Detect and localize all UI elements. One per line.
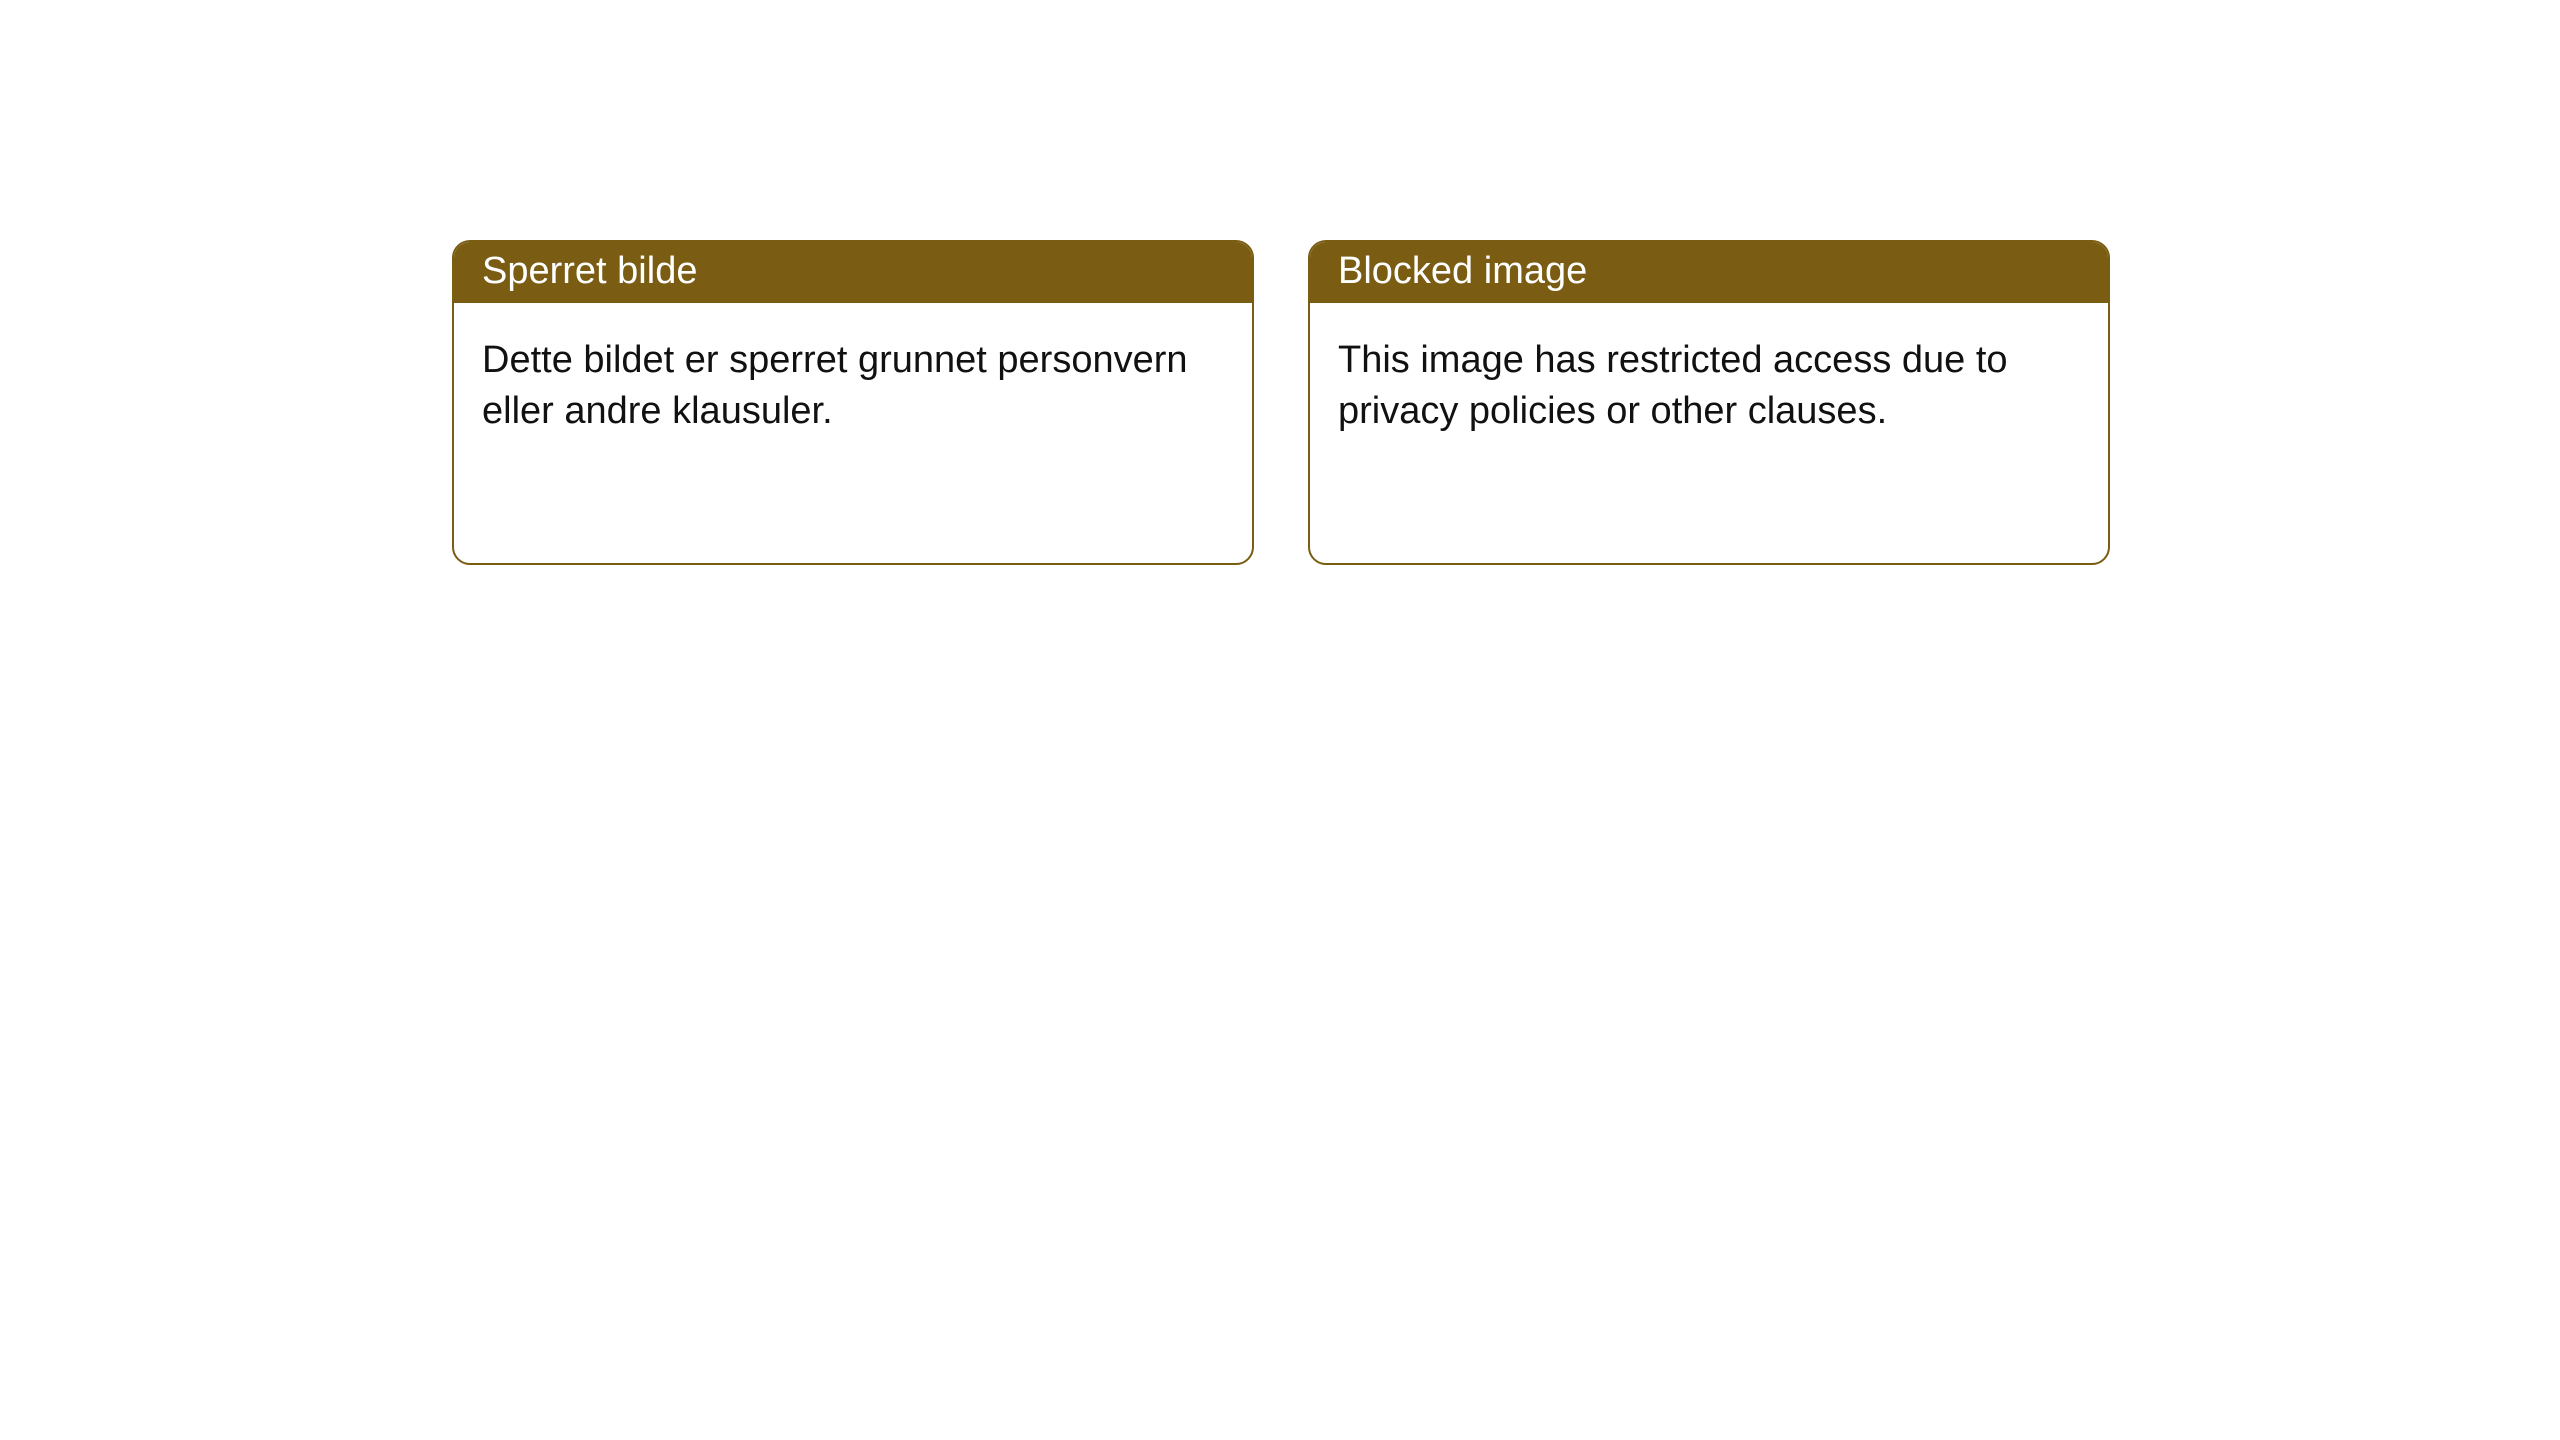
card-header: Sperret bilde bbox=[454, 242, 1252, 303]
notice-container: Sperret bilde Dette bildet er sperret gr… bbox=[452, 240, 2110, 565]
card-title: Sperret bilde bbox=[482, 250, 697, 292]
card-title: Blocked image bbox=[1338, 250, 1587, 292]
card-header: Blocked image bbox=[1310, 242, 2108, 303]
blocked-image-card-no: Sperret bilde Dette bildet er sperret gr… bbox=[452, 240, 1254, 565]
card-body-text: Dette bildet er sperret grunnet personve… bbox=[482, 339, 1188, 432]
card-body: This image has restricted access due to … bbox=[1310, 303, 2108, 563]
card-body-text: This image has restricted access due to … bbox=[1338, 339, 2008, 432]
card-body: Dette bildet er sperret grunnet personve… bbox=[454, 303, 1252, 563]
blocked-image-card-en: Blocked image This image has restricted … bbox=[1308, 240, 2110, 565]
